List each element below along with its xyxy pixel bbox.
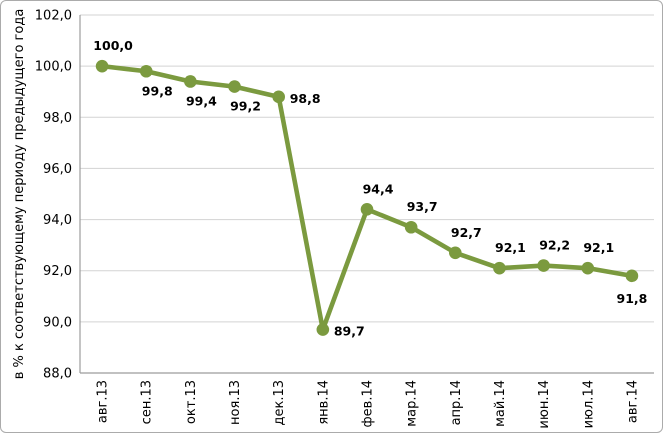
y-tick-label: 94,0 [43, 213, 72, 228]
data-label: 99,4 [186, 93, 217, 108]
y-tick-label: 96,0 [43, 162, 72, 177]
data-label: 94,4 [363, 181, 394, 196]
series-path [99, 63, 635, 332]
x-axis-tick-labels: авг.13 сен.13 окт.13 ноя.13 дек.13 янв.14 фев.… [96, 380, 641, 429]
data-point [493, 261, 506, 275]
axes [79, 15, 654, 374]
data-point [581, 261, 595, 275]
data-label: 92,1 [495, 240, 526, 255]
data-label: 100,0 [93, 38, 133, 53]
data-point [139, 64, 153, 78]
data-label: 92,1 [583, 240, 614, 255]
x-tick-label: янв.14 [316, 380, 331, 425]
y-tick-label: 88,0 [43, 367, 72, 382]
x-tick-label: май.14 [493, 380, 508, 427]
y-tick-label: 90,0 [43, 315, 72, 330]
x-tick-label: ноя.13 [228, 380, 243, 425]
x-tick-label: дек.13 [272, 380, 287, 426]
x-tick-label: авг.14 [625, 380, 640, 423]
data-point [404, 220, 418, 234]
x-tick-label: апр.14 [449, 380, 464, 425]
gridlines [80, 14, 654, 323]
data-point [625, 269, 639, 283]
x-tick-label: июн.14 [537, 380, 552, 429]
data-label: 91,8 [617, 291, 648, 306]
data-labels: 100,0 99,8 99,4 99,2 98,8 89,7 94,4 93,7 92,7 92,… [93, 38, 647, 338]
data-point [360, 203, 374, 216]
y-tick-label: 92,0 [43, 264, 72, 279]
data-point [228, 80, 241, 93]
x-tick-label: окт.13 [184, 380, 199, 424]
data-label: 99,8 [142, 83, 173, 98]
data-label: 92,7 [451, 225, 482, 240]
data-point [316, 323, 330, 336]
y-tick-label: 100,0 [35, 60, 72, 75]
x-tick-label: сен.13 [140, 380, 155, 424]
data-point [537, 259, 550, 272]
x-tick-label: июл.14 [581, 380, 596, 428]
data-label: 98,8 [290, 91, 321, 106]
data-label: 93,7 [407, 199, 438, 214]
x-tick-label: мар.14 [405, 380, 420, 427]
y-axis-tick-labels: 88,0 90,0 92,0 94,0 96,0 98,0 100,0 102,0 [35, 9, 72, 382]
data-label: 92,2 [539, 238, 570, 253]
data-point [449, 246, 462, 260]
data-label: 89,7 [334, 324, 365, 339]
x-tick-label: авг.13 [96, 380, 111, 423]
y-tick-label: 98,0 [43, 111, 72, 126]
series-line [95, 59, 639, 336]
data-point [272, 90, 285, 104]
data-label: 99,2 [230, 99, 261, 114]
y-axis-title: в % к соответствующему периоду предыдуще… [12, 9, 27, 380]
data-point [184, 75, 197, 88]
x-tick-label: фев.14 [361, 380, 376, 427]
y-tick-label: 102,0 [35, 9, 72, 24]
data-point [95, 59, 109, 73]
